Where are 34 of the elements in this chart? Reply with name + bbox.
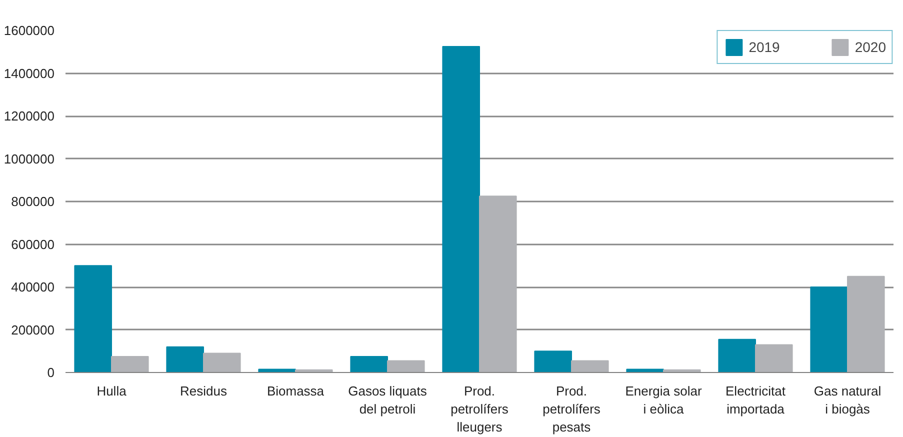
bar — [534, 350, 572, 372]
bar — [755, 344, 793, 372]
y-tick-label: 1600000 — [4, 23, 55, 38]
legend-label: 2020 — [854, 39, 886, 55]
x-tick-label: Electricitat importada — [726, 384, 786, 416]
bar — [571, 360, 609, 372]
y-tick-label: 200000 — [11, 322, 55, 338]
bar — [479, 196, 517, 372]
bar — [810, 286, 848, 372]
bar — [718, 338, 756, 372]
y-tick-label: 1000000 — [4, 151, 55, 166]
bar — [350, 356, 388, 372]
x-tick-label: Residus — [180, 384, 228, 398]
y-tick-label: 800000 — [11, 194, 55, 209]
bar — [387, 360, 425, 372]
bar — [442, 46, 480, 372]
x-tick-label: Gasos liquats del petroli — [348, 384, 428, 416]
y-tick-label: 400000 — [11, 280, 55, 294]
x-tick-label: Energia solar i eòlica — [625, 384, 702, 416]
y-tick-label: 600000 — [11, 236, 55, 252]
x-tick-label: Gas natural i biogàs — [814, 384, 882, 416]
x-tick-label: Prod. petrolífers lleugers — [450, 384, 509, 434]
bar — [847, 276, 885, 372]
bar — [111, 356, 149, 372]
x-tick-label: Biomassa — [266, 384, 325, 398]
x-tick-label: Prod. petrolífers pesats — [542, 384, 601, 434]
y-tick-label: 1400000 — [4, 66, 55, 81]
y-tick-label: 0 — [47, 365, 55, 380]
bar — [166, 346, 204, 372]
bar — [74, 265, 112, 372]
legend-label: 2019 — [748, 39, 780, 55]
bar — [203, 352, 241, 372]
x-tick-label: Hulla — [96, 384, 128, 398]
y-tick-label: 1200000 — [4, 108, 55, 124]
